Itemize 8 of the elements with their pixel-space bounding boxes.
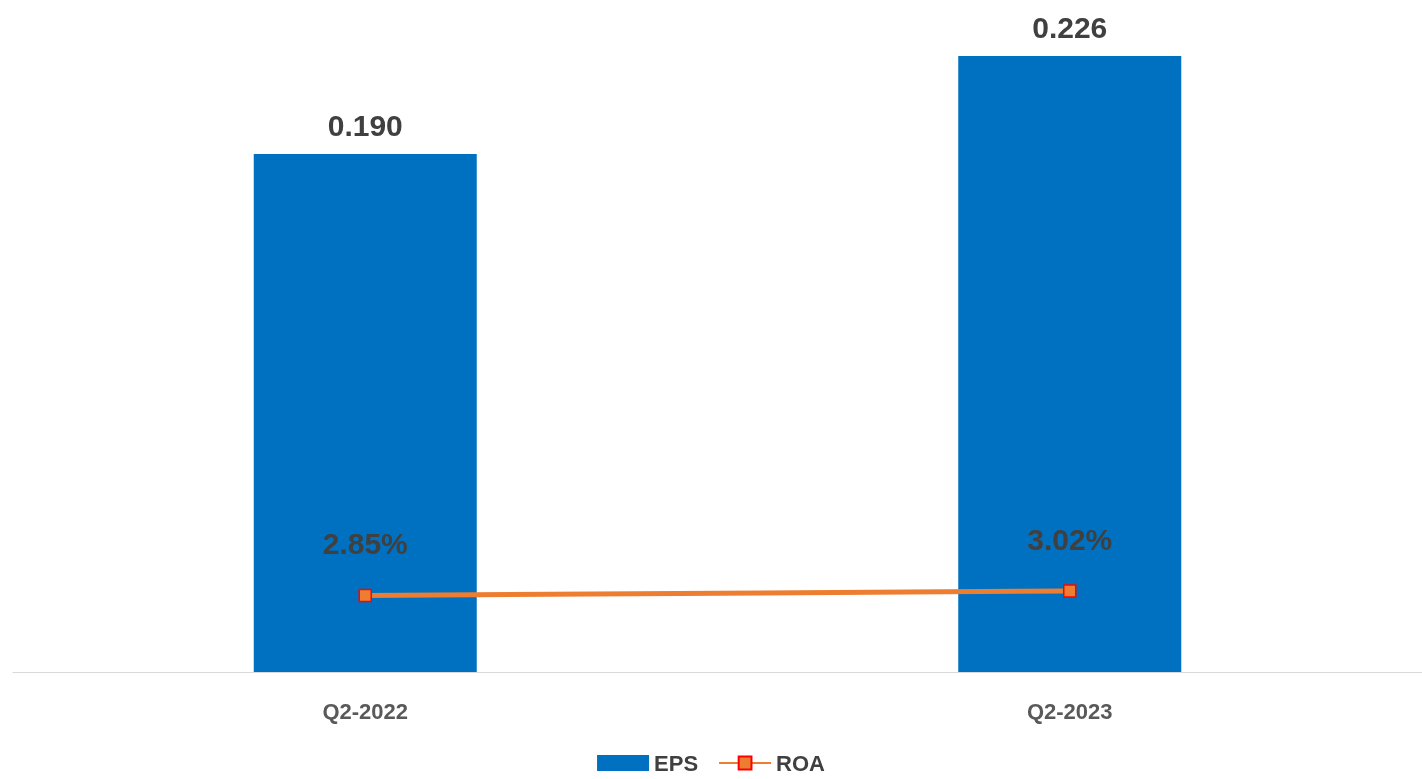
data-label: 0.190 bbox=[327, 108, 403, 142]
x-tick-label: Q2-2022 bbox=[322, 698, 409, 724]
x-tick-label: Q2-2023 bbox=[1026, 698, 1113, 724]
legend-label: ROA bbox=[776, 750, 826, 776]
data-label: 3.02% bbox=[1027, 522, 1113, 556]
data-label: 2.85% bbox=[322, 527, 408, 561]
legend-label: EPS bbox=[654, 750, 699, 776]
data-label: 0.226 bbox=[1032, 10, 1108, 44]
